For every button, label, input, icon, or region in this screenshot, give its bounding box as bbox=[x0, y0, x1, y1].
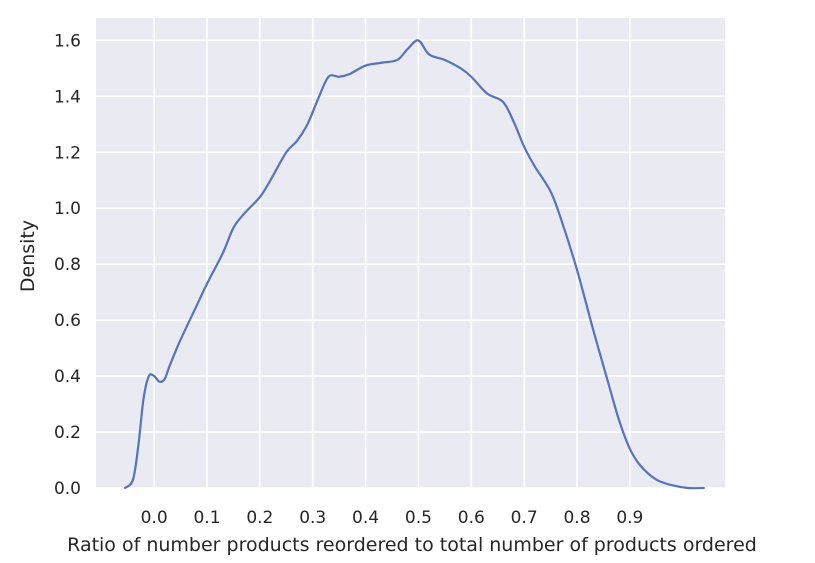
y-tick-label: 1.4 bbox=[54, 87, 81, 107]
y-axis-label: Density bbox=[17, 220, 39, 292]
y-tick-label: 1.0 bbox=[54, 199, 81, 219]
y-tick-label: 0.8 bbox=[54, 255, 81, 275]
y-tick-label: 1.2 bbox=[54, 143, 81, 163]
x-tick-label: 0.7 bbox=[511, 508, 538, 528]
y-gridlines bbox=[96, 39, 725, 489]
x-tick-label: 0.5 bbox=[405, 508, 432, 528]
density-curve bbox=[123, 39, 705, 490]
y-tick-label: 0.2 bbox=[54, 423, 81, 443]
x-tick-label: 0.0 bbox=[141, 508, 168, 528]
x-tick-label: 0.9 bbox=[616, 508, 643, 528]
x-tick-label: 0.1 bbox=[193, 508, 220, 528]
y-tick-label: 1.6 bbox=[54, 31, 81, 51]
x-tick-label: 0.3 bbox=[299, 508, 326, 528]
x-tick-label: 0.8 bbox=[563, 508, 590, 528]
x-tick-label: 0.4 bbox=[352, 508, 379, 528]
y-tick-labels: 0.0 0.2 0.4 0.6 0.8 1.0 1.2 1.4 1.6 bbox=[54, 31, 81, 499]
y-tick-label: 0.4 bbox=[54, 367, 81, 387]
x-tick-label: 0.6 bbox=[458, 508, 485, 528]
x-axis-label: Ratio of number products reordered to to… bbox=[67, 534, 757, 556]
y-tick-label: 0.6 bbox=[54, 311, 81, 331]
x-tick-labels: 0.0 0.1 0.2 0.3 0.4 0.5 0.6 0.7 0.8 0.9 bbox=[141, 508, 644, 528]
x-tick-label: 0.2 bbox=[246, 508, 273, 528]
y-tick-label: 0.0 bbox=[54, 479, 81, 499]
